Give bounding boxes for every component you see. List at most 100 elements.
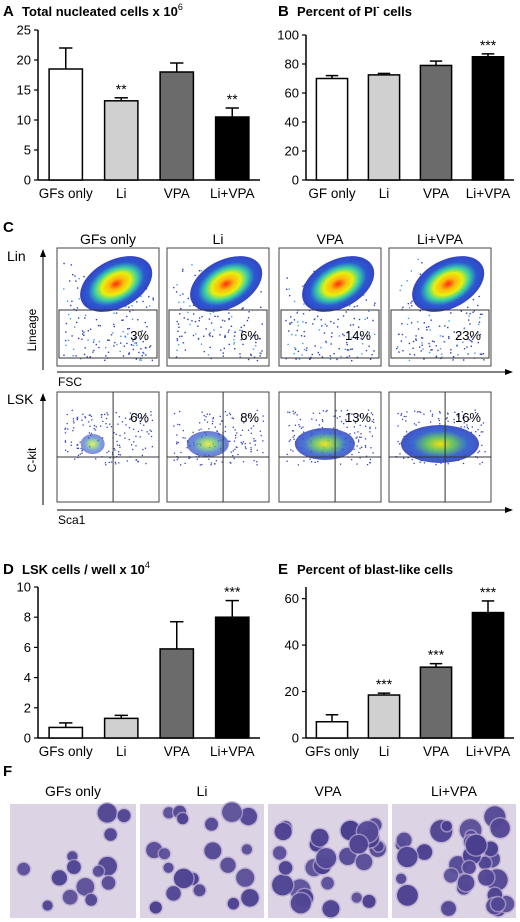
scatter-dot	[399, 289, 401, 292]
scatter-dot	[460, 426, 462, 428]
scatter-dot	[468, 319, 470, 321]
scatter-dot	[184, 437, 186, 439]
flow-column-label: VPA	[317, 231, 345, 247]
x-tick-label-E: GFs only	[305, 744, 359, 759]
scatter-dot	[142, 300, 144, 303]
scatter-dot	[397, 425, 399, 427]
scatter-dot	[139, 359, 141, 361]
scatter-dot	[235, 446, 237, 448]
scatter-dot	[336, 417, 339, 419]
scatter-dot	[213, 329, 215, 331]
scatter-dot	[72, 420, 75, 422]
x-tick-label-D: VPA	[164, 744, 190, 759]
cell-nucleus	[396, 873, 407, 884]
scatter-dot	[428, 314, 430, 317]
scatter-dot	[208, 428, 210, 430]
scatter-dot	[301, 354, 303, 356]
scatter-dot	[224, 430, 226, 433]
scatter-dot	[219, 423, 221, 425]
scatter-dot	[293, 352, 295, 355]
scatter-dot	[214, 315, 216, 318]
scatter-dot	[296, 312, 298, 314]
scatter-dot	[431, 413, 434, 416]
scatter-dot	[294, 347, 296, 349]
scatter-dot	[194, 274, 196, 277]
scatter-dot	[106, 451, 108, 454]
scatter-dot	[371, 420, 373, 423]
lin-y-label: Lineage	[25, 308, 39, 351]
scatter-dot	[354, 432, 356, 434]
scatter-dot	[319, 412, 321, 414]
scatter-dot	[145, 414, 147, 417]
scatter-dot	[262, 420, 264, 422]
scatter-dot	[357, 431, 359, 433]
scatter-dot	[216, 430, 218, 433]
scatter-dot	[76, 287, 79, 289]
scatter-dot	[90, 432, 93, 435]
scatter-dot	[421, 262, 423, 264]
scatter-dot	[118, 462, 120, 464]
scatter-dot	[101, 437, 104, 439]
scatter-dot	[116, 444, 119, 446]
scatter-dot	[364, 318, 366, 320]
scatter-dot	[131, 413, 134, 416]
scatter-dot	[201, 315, 203, 318]
scatter-dot	[256, 461, 258, 463]
scatter-dot	[478, 434, 481, 437]
cell-nucleus	[163, 807, 175, 819]
scatter-dot	[215, 460, 218, 462]
micrograph-grid: GFs only Li VPA Li+VPA	[10, 783, 516, 919]
scatter-dot	[116, 343, 118, 346]
scatter-dot	[230, 325, 233, 327]
scatter-dot	[191, 264, 193, 266]
scatter-dot	[63, 288, 65, 290]
scatter-dot	[203, 414, 205, 417]
scatter-dot	[364, 445, 367, 447]
scatter-dot	[140, 417, 143, 419]
scatter-dot	[97, 324, 100, 327]
panel-b-letter: B	[278, 3, 289, 20]
scatter-dot	[200, 343, 203, 345]
scatter-dot	[303, 335, 306, 337]
scatter-dot	[333, 322, 335, 324]
scatter-dot	[144, 347, 147, 349]
scatter-dot	[245, 420, 247, 422]
scatter-dot	[354, 337, 357, 340]
significance-label-D: ***	[224, 584, 241, 600]
scatter-dot	[475, 431, 477, 433]
panel-e-letter: E	[278, 561, 288, 578]
scatter-dot	[409, 353, 411, 356]
scatter-dot	[407, 457, 409, 459]
scatter-dot	[325, 410, 327, 413]
scatter-dot	[465, 312, 468, 314]
scatter-dot	[482, 431, 484, 433]
scatter-dot	[348, 305, 351, 307]
scatter-dot	[410, 270, 413, 272]
scatter-dot	[309, 357, 312, 360]
x-tick-label-A: VPA	[164, 186, 190, 201]
scatter-dot	[482, 422, 485, 424]
scatter-dot	[480, 353, 483, 356]
scatter-dot	[242, 461, 245, 463]
scatter-dot	[457, 413, 459, 416]
scatter-dot	[479, 333, 482, 336]
scatter-dot	[358, 451, 360, 454]
scatter-dot	[192, 431, 194, 433]
scatter-dot	[127, 328, 129, 330]
scatter-dot	[448, 337, 450, 340]
scatter-dot	[179, 335, 181, 338]
bar-B	[419, 64, 453, 181]
scatter-dot	[212, 420, 214, 423]
scatter-dot	[447, 413, 449, 415]
scatter-dot	[447, 463, 449, 465]
scatter-dot	[293, 413, 295, 415]
scatter-dot	[212, 418, 214, 420]
scatter-dot	[83, 334, 85, 336]
scatter-dot	[76, 447, 78, 449]
scatter-dot	[250, 432, 252, 434]
cell-nucleus	[42, 900, 53, 911]
dense-population-lsk	[401, 425, 479, 463]
scatter-dot	[219, 415, 221, 418]
scatter-dot	[234, 331, 236, 333]
